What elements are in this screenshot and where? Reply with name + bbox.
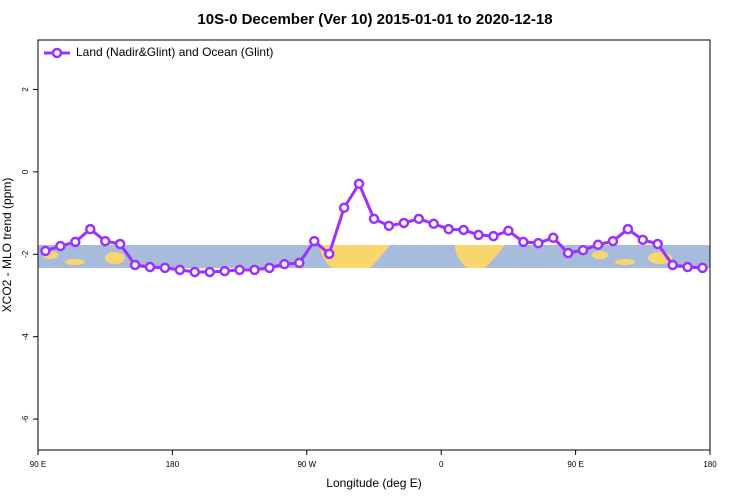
data-point — [114, 238, 126, 250]
x-tick-label: 90 W — [297, 460, 316, 469]
data-point — [353, 178, 365, 190]
x-tick-label: 0 — [439, 460, 444, 469]
data-point — [323, 248, 335, 260]
data-point — [129, 259, 141, 271]
data-point — [637, 234, 649, 246]
data-point — [309, 235, 320, 247]
data-point — [413, 213, 425, 225]
data-point — [99, 235, 111, 247]
data-point — [219, 265, 230, 277]
x-axis-label: Longitude (deg E) — [326, 476, 421, 490]
data-point — [234, 264, 245, 276]
x-tick-label: 180 — [166, 460, 180, 469]
data-point — [338, 202, 350, 213]
land — [320, 245, 390, 268]
y-tick-label: 2 — [21, 87, 30, 92]
data-point — [279, 258, 290, 270]
data-point — [533, 237, 544, 249]
data-point — [204, 266, 215, 278]
data-point — [189, 266, 201, 278]
data-point — [159, 262, 171, 274]
data-point — [577, 244, 589, 256]
legend-marker — [51, 47, 63, 59]
plot-frame — [37, 39, 711, 451]
y-tick-label: -2 — [21, 250, 30, 258]
legend-label: Land (Nadir&Glint) and Ocean (Glint) — [76, 45, 273, 59]
data-point — [428, 218, 439, 230]
data-point — [458, 224, 469, 236]
x-tick-label: 180 — [703, 460, 717, 469]
data-point — [682, 261, 693, 273]
data-point — [398, 217, 410, 229]
x-tick-label: 90 E — [567, 460, 583, 469]
land — [105, 252, 125, 264]
data-point — [40, 245, 51, 257]
data-point — [443, 223, 454, 235]
data-point — [70, 236, 81, 248]
y-tick-label: -4 — [21, 333, 30, 341]
land — [455, 245, 505, 268]
data-point — [622, 223, 634, 235]
data-point — [383, 220, 395, 232]
land — [592, 251, 608, 259]
data-point — [85, 223, 96, 235]
data-point — [697, 262, 708, 274]
data-point — [488, 230, 499, 242]
x-tick-label: 90 E — [30, 460, 46, 469]
data-point — [503, 225, 514, 237]
y-tick-label: 0 — [21, 169, 30, 174]
data-point — [55, 240, 66, 252]
data-point — [592, 239, 604, 251]
data-point — [264, 262, 275, 274]
data-point — [294, 257, 305, 269]
data-point — [518, 236, 529, 248]
data-point — [607, 235, 619, 247]
data-point — [249, 264, 260, 276]
land — [65, 259, 85, 265]
y-axis-label: XCO2 - MLO trend (ppm) — [0, 178, 14, 313]
y-tick-label: -6 — [21, 415, 30, 423]
data-point — [473, 229, 484, 241]
data-point — [368, 213, 380, 225]
chart-title: 10S-0 December (Ver 10) 2015-01-01 to 20… — [197, 11, 552, 28]
data-point — [562, 247, 574, 259]
data-point — [144, 261, 156, 273]
data-point — [174, 264, 186, 276]
data-point — [667, 259, 678, 271]
land — [615, 259, 635, 265]
data-point — [652, 238, 663, 250]
data-point — [547, 232, 559, 244]
